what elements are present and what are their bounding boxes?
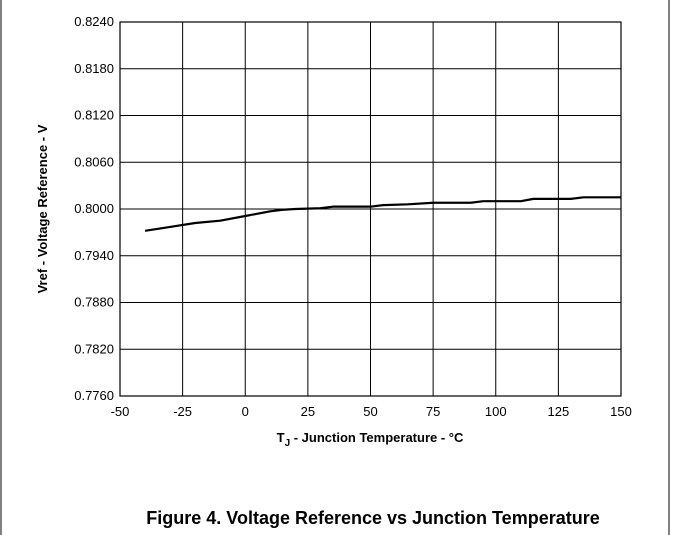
y-tick-label: 0.7760 <box>74 388 114 403</box>
line-chart: 0.8240 0.8180 0.8120 0.8060 0.8000 0.7940 0.78… <box>35 14 632 449</box>
x-tick-label: 50 <box>363 404 377 419</box>
x-tick-label: 150 <box>610 404 632 419</box>
x-tick-label: 0 <box>242 404 249 419</box>
figure-caption: Figure 4. Voltage Reference vs Junction … <box>146 508 599 528</box>
x-tick-label: 75 <box>426 404 440 419</box>
y-tick-label: 0.8120 <box>74 108 114 123</box>
y-tick-label: 0.7880 <box>74 295 114 310</box>
x-tick-label: -50 <box>111 404 130 419</box>
x-axis-title-subscript: J <box>285 438 291 449</box>
y-axis-tick-labels: 0.8240 0.8180 0.8120 0.8060 0.8000 0.7940 0.78… <box>74 14 114 403</box>
y-tick-label: 0.8060 <box>74 154 114 169</box>
x-tick-label: -25 <box>173 404 192 419</box>
y-tick-label: 0.8180 <box>74 61 114 76</box>
series-group <box>144 196 621 232</box>
x-axis-tick-labels: -50 -25 0 25 50 75 100 125 150 <box>111 404 632 419</box>
x-axis-title: TJ - Junction Temperature - °C <box>277 430 464 449</box>
x-tick-label: 100 <box>485 404 507 419</box>
x-tick-label: 125 <box>548 404 570 419</box>
y-tick-label: 0.7940 <box>74 248 114 263</box>
series-line <box>144 196 621 232</box>
grid-lines <box>120 22 621 396</box>
x-axis-title-main: T <box>277 430 285 445</box>
y-tick-label: 0.8240 <box>74 14 114 29</box>
x-axis-title-rest: - Junction Temperature - °C <box>290 430 464 445</box>
y-axis-title: Vref - Voltage Reference - V <box>35 124 50 293</box>
plot-area <box>119 21 622 397</box>
y-tick-label: 0.8000 <box>74 201 114 216</box>
y-tick-label: 0.7820 <box>74 341 114 356</box>
x-tick-label: 25 <box>301 404 315 419</box>
